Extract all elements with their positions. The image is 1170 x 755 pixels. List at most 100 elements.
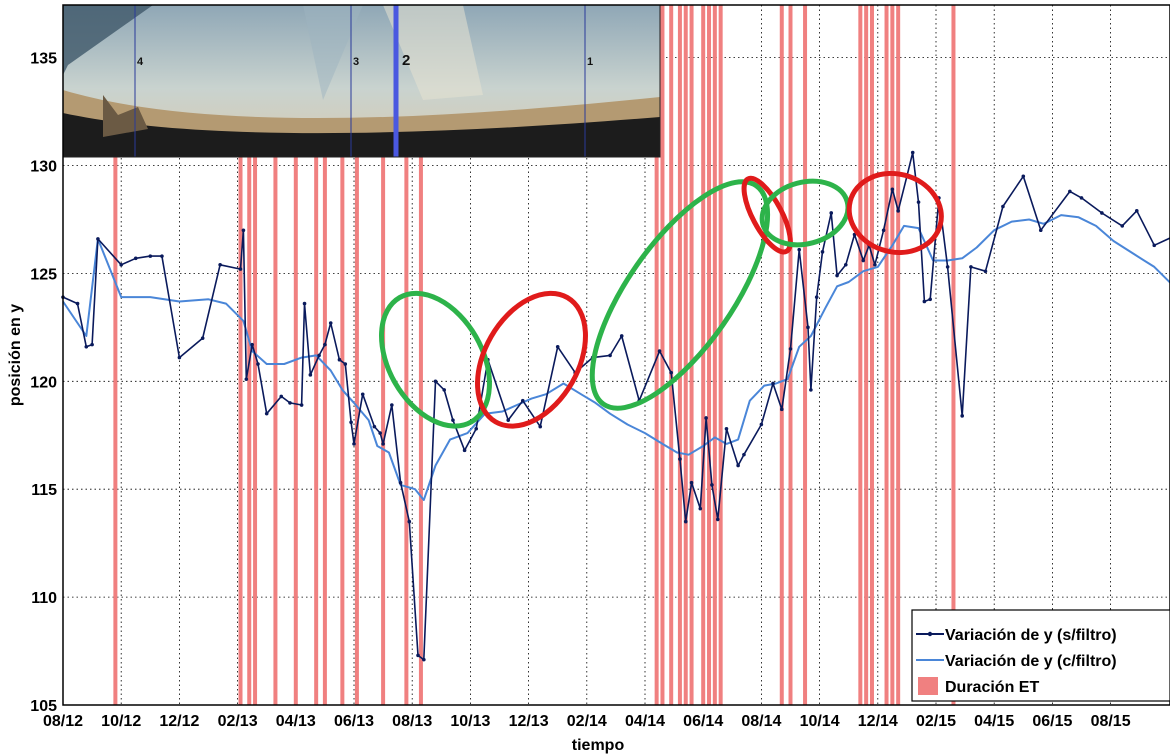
et-event-bar (293, 5, 298, 705)
data-point (119, 262, 123, 267)
data-point (724, 426, 729, 431)
x-tick-labels: 08/12 10/12 12/12 02/13 04/13 06/13 08/13 10/13… (43, 713, 1131, 730)
data-point (520, 398, 525, 403)
data-point (1068, 189, 1072, 194)
legend-label: Variación de y (s/filtro) (945, 627, 1117, 644)
data-point (916, 200, 921, 204)
inset-foreground (63, 113, 660, 157)
legend: Variación de y (s/filtro) Variación de y … (911, 609, 1170, 702)
et-event-bar (677, 5, 682, 705)
y-tick-label: 125 (30, 266, 57, 283)
et-event-bar (322, 5, 327, 705)
et-event-bar (803, 5, 808, 705)
x-tick-label: 10/12 (101, 713, 141, 730)
data-point (829, 211, 834, 215)
data-point (308, 373, 313, 377)
et-event-bar (951, 5, 956, 705)
et-event-bar (418, 5, 423, 705)
x-tick-label: 04/15 (974, 713, 1014, 730)
data-point (422, 657, 426, 662)
data-point (896, 209, 900, 213)
data-point (133, 256, 138, 261)
data-point (349, 420, 353, 425)
red-ellipse (475, 290, 588, 429)
data-point (1079, 196, 1084, 200)
data-point (328, 321, 333, 325)
green-ellipse (589, 179, 771, 411)
data-point (1038, 228, 1043, 233)
et-event-bar (238, 5, 243, 705)
data-point (148, 254, 153, 258)
data-point (881, 228, 886, 233)
data-point (960, 414, 964, 418)
data-point (710, 483, 714, 487)
et-event-bar (779, 5, 784, 705)
data-point (96, 237, 100, 241)
data-point (398, 480, 403, 485)
inset-glare (383, 5, 483, 100)
et-event-bar (864, 5, 869, 705)
data-point (442, 388, 447, 392)
inset-marker-label: 4 (137, 56, 144, 68)
et-event-bar (858, 5, 863, 705)
data-point (84, 344, 89, 349)
et-event-bar (654, 5, 659, 705)
et-event-bar (683, 5, 688, 705)
data-point (835, 273, 839, 278)
et-event-bar (884, 5, 889, 705)
x-tick-label: 02/13 (218, 713, 258, 730)
data-point (861, 258, 866, 263)
et-event-bar (273, 5, 278, 705)
data-point (264, 411, 269, 416)
inset-rocks (103, 95, 148, 137)
green-ellipse (379, 290, 492, 429)
x-tick-label: 04/13 (276, 713, 316, 730)
data-point (1120, 224, 1125, 228)
x-tick-label: 06/13 (334, 713, 374, 730)
et-event-bar (788, 5, 793, 705)
y-axis-label: posición en y (7, 304, 24, 406)
et-event-bars (113, 5, 956, 705)
legend-label: Duración ET (945, 679, 1039, 696)
data-point (407, 519, 412, 524)
data-point (736, 463, 740, 468)
x-tick-label: 10/14 (800, 713, 840, 730)
et-event-bar (669, 5, 674, 705)
x-axis-label: tiempo (572, 737, 625, 754)
y-tick-label: 110 (31, 590, 57, 607)
y-tick-label: 135 (30, 51, 57, 68)
x-tick-label: 08/13 (392, 713, 432, 730)
data-point (742, 452, 746, 457)
x-tick-label: 08/14 (741, 713, 781, 730)
inset-dark-corner (63, 5, 153, 75)
data-point (160, 254, 164, 258)
x-tick-label: 12/13 (509, 713, 549, 730)
data-point (788, 347, 793, 351)
x-tick-label: 02/14 (567, 713, 607, 730)
et-event-bar (718, 5, 723, 705)
data-point (343, 362, 348, 366)
et-event-bar (113, 5, 118, 705)
data-point (381, 442, 385, 446)
x-tick-label: 06/14 (683, 713, 723, 730)
legend-box (911, 609, 1170, 702)
data-point (715, 517, 720, 522)
data-point (704, 416, 708, 420)
data-point (969, 265, 973, 269)
data-point (608, 353, 612, 358)
data-point (683, 519, 688, 524)
highlight-ellipses (379, 170, 944, 429)
data-point (619, 334, 624, 338)
x-tick-label: 06/15 (1032, 713, 1072, 730)
inset-marker-label: 3 (353, 56, 359, 68)
data-point (678, 457, 682, 461)
et-event-bar (340, 5, 345, 705)
data-point (928, 297, 932, 302)
red-ellipse (741, 175, 793, 255)
data-point (669, 370, 673, 375)
data-point (288, 401, 292, 405)
data-point (1100, 211, 1104, 215)
data-point (797, 247, 802, 252)
data-point (843, 262, 848, 267)
data-point (256, 362, 260, 366)
